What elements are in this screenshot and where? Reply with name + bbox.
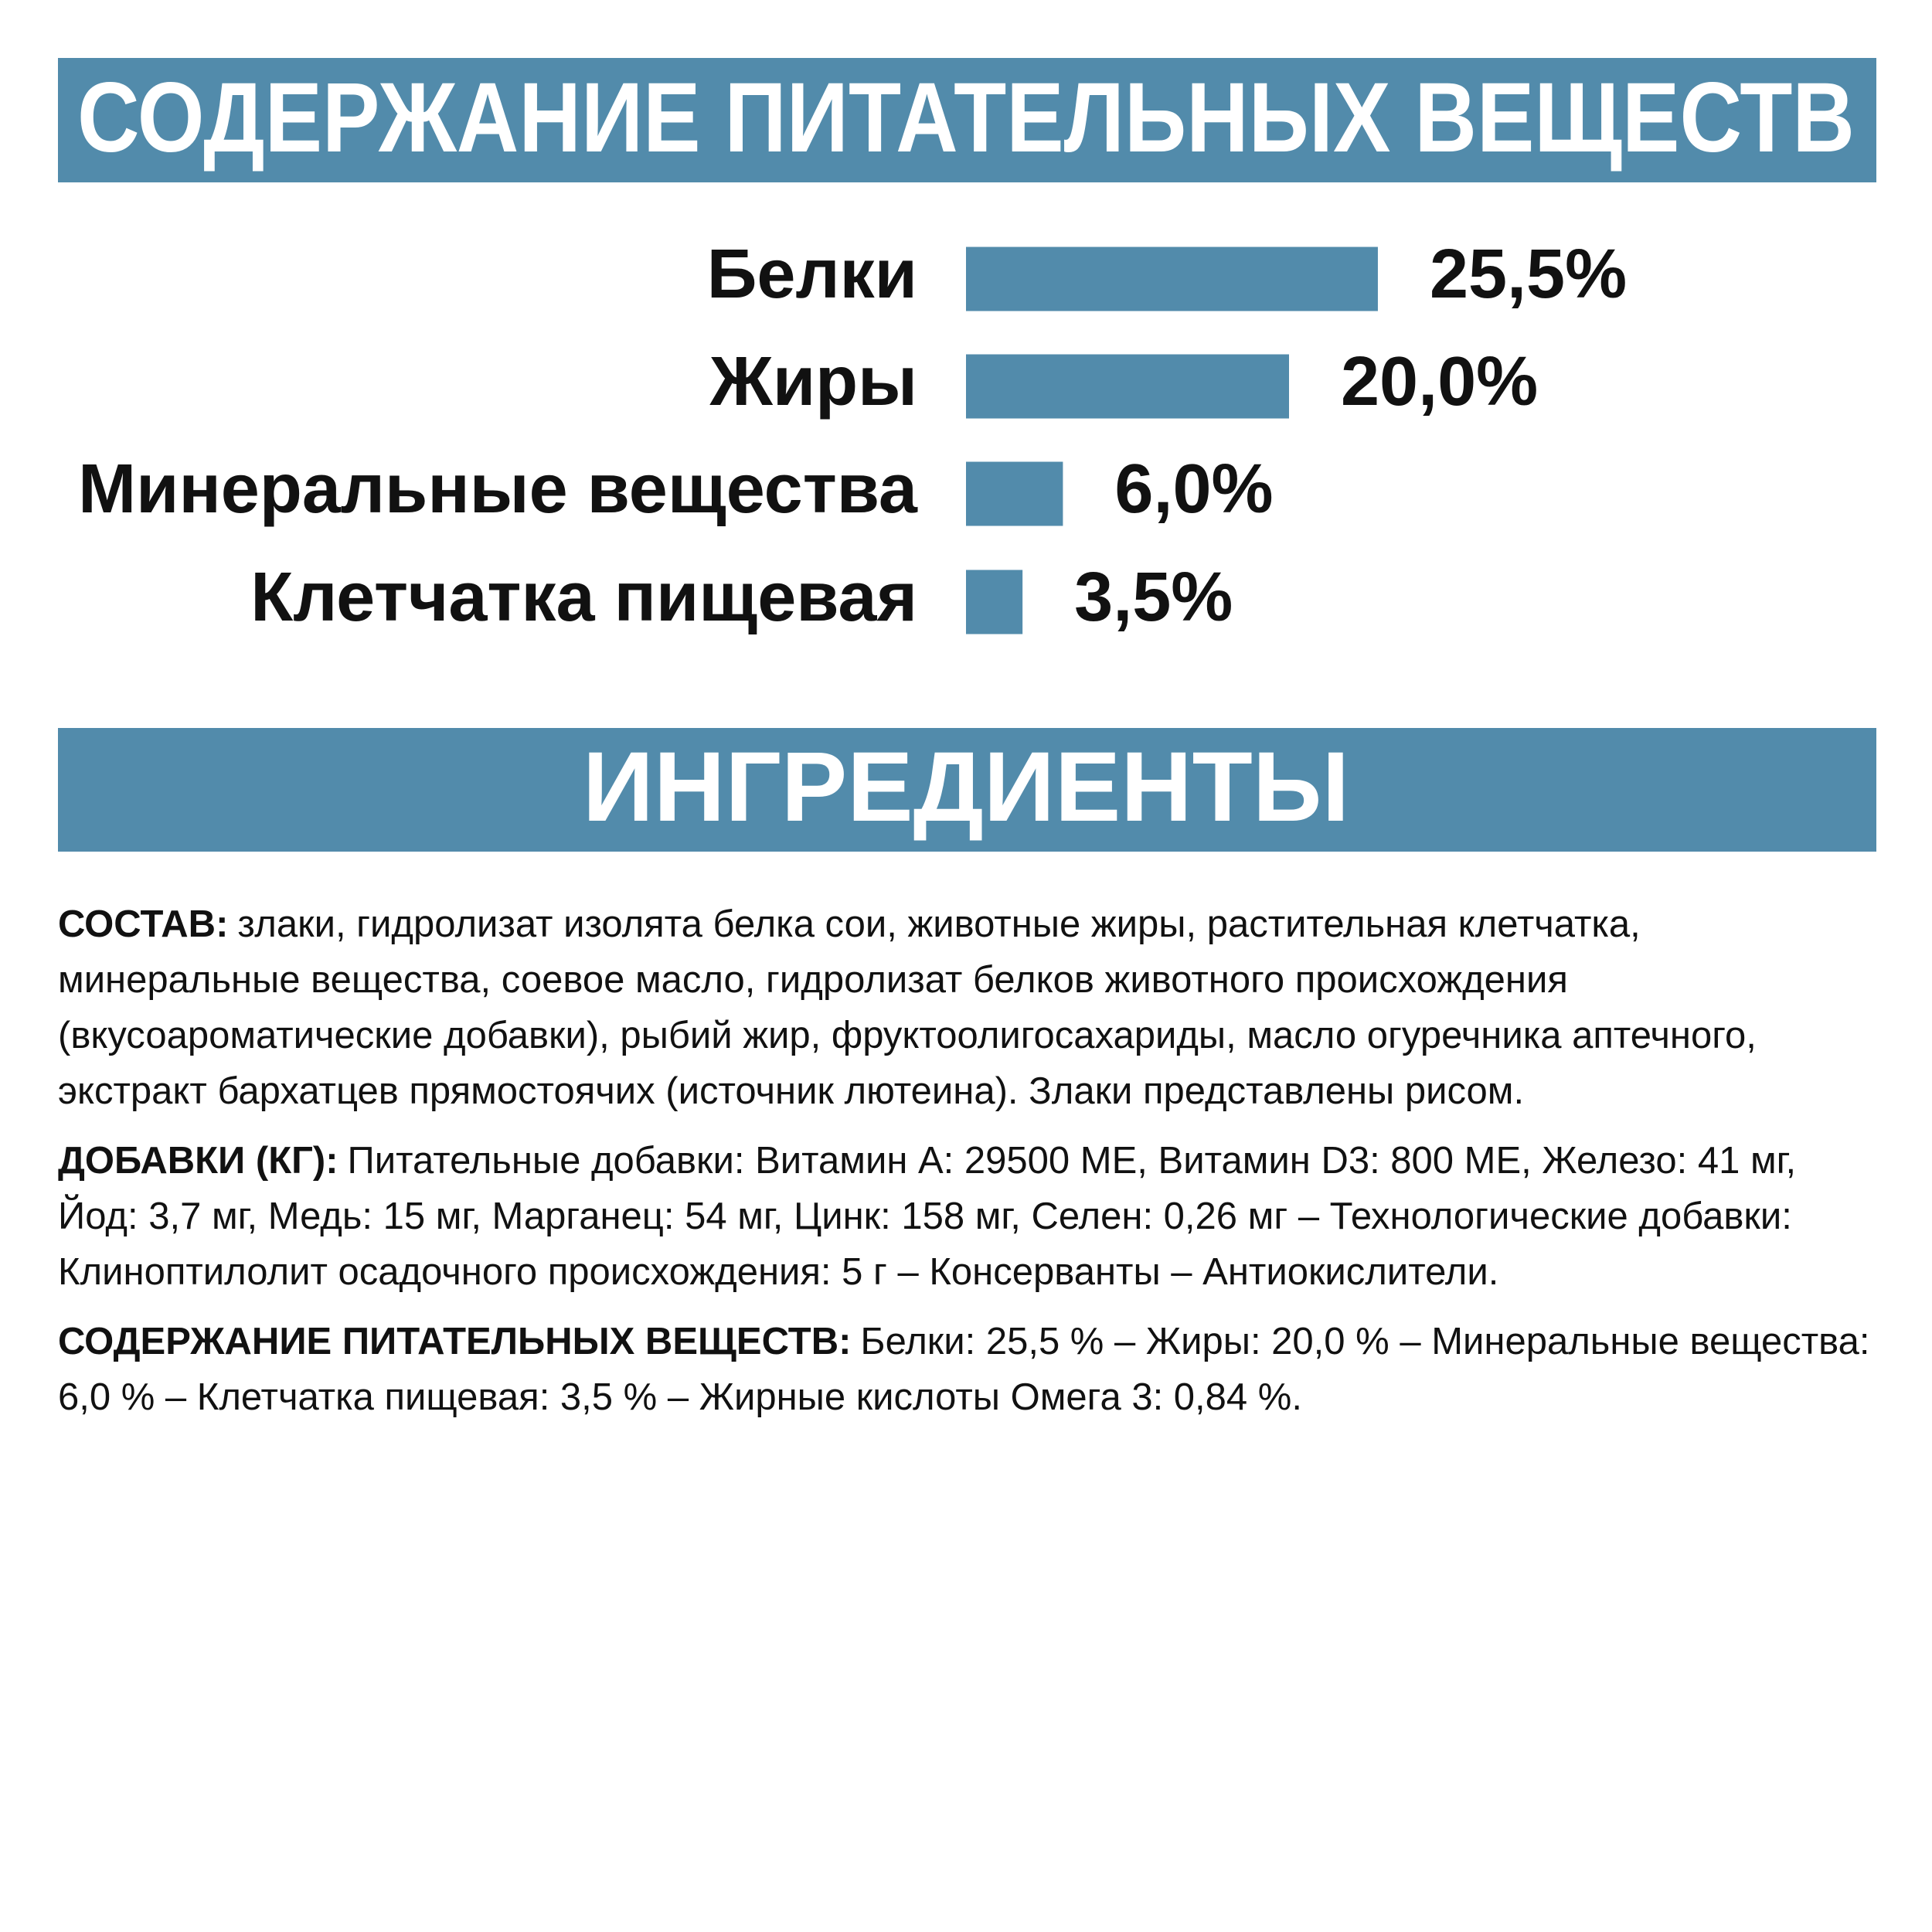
- chart: СОДЕРЖАНИЕ ПИТАТЕЛЬНЫХ ВЕЩЕСТВ ИНГРЕДИЕН…: [58, 58, 1876, 852]
- category-label: Клетчатка пищевая: [250, 559, 917, 636]
- value-label: 25,5%: [1430, 236, 1627, 313]
- header-title: СОДЕРЖАНИЕ ПИТАТЕЛЬНЫХ ВЕЩЕСТВ: [77, 63, 1855, 173]
- category-label: Жиры: [709, 343, 917, 420]
- paragraph-label: СОСТАВ:: [58, 903, 229, 945]
- paragraph-label: ДОБАВКИ (КГ):: [58, 1140, 338, 1182]
- paragraph: СОДЕРЖАНИЕ ПИТАТЕЛЬНЫХ ВЕЩЕСТВ: Белки: 25…: [58, 1314, 1882, 1425]
- paragraph: ДОБАВКИ (КГ): Питательные добавки: Витами…: [58, 1133, 1882, 1300]
- category-label: Минеральные вещества: [78, 451, 918, 528]
- paragraph: СОСТАВ: злаки, гидролизат изолята белка с…: [58, 896, 1882, 1119]
- bar: [966, 354, 1289, 419]
- ingredients-band: [58, 728, 1876, 852]
- paragraph-text: Питательные добавки: Витамин A: 29500 МЕ…: [58, 1140, 1797, 1293]
- header-band: [58, 58, 1876, 182]
- value-label: 3,5%: [1074, 559, 1233, 636]
- value-label: 20,0%: [1341, 343, 1538, 420]
- category-label: Белки: [707, 236, 917, 313]
- paragraph-label: СОДЕРЖАНИЕ ПИТАТЕЛЬНЫХ ВЕЩЕСТВ:: [58, 1321, 852, 1362]
- value-label: 6,0%: [1114, 451, 1273, 528]
- ingredients-title: ИНГРЕДИЕНТЫ: [583, 732, 1349, 842]
- bar: [966, 247, 1378, 311]
- ingredients-text: СОСТАВ: злаки, гидролизат изолята белка с…: [58, 896, 1882, 1439]
- bar: [966, 570, 1023, 634]
- paragraph-text: Белки: 25,5 % – Жиры: 20,0 % – Минеральн…: [58, 1321, 1870, 1418]
- bar: [966, 461, 1063, 526]
- paragraph-text: злаки, гидролизат изолята белка сои, жив…: [58, 903, 1757, 1112]
